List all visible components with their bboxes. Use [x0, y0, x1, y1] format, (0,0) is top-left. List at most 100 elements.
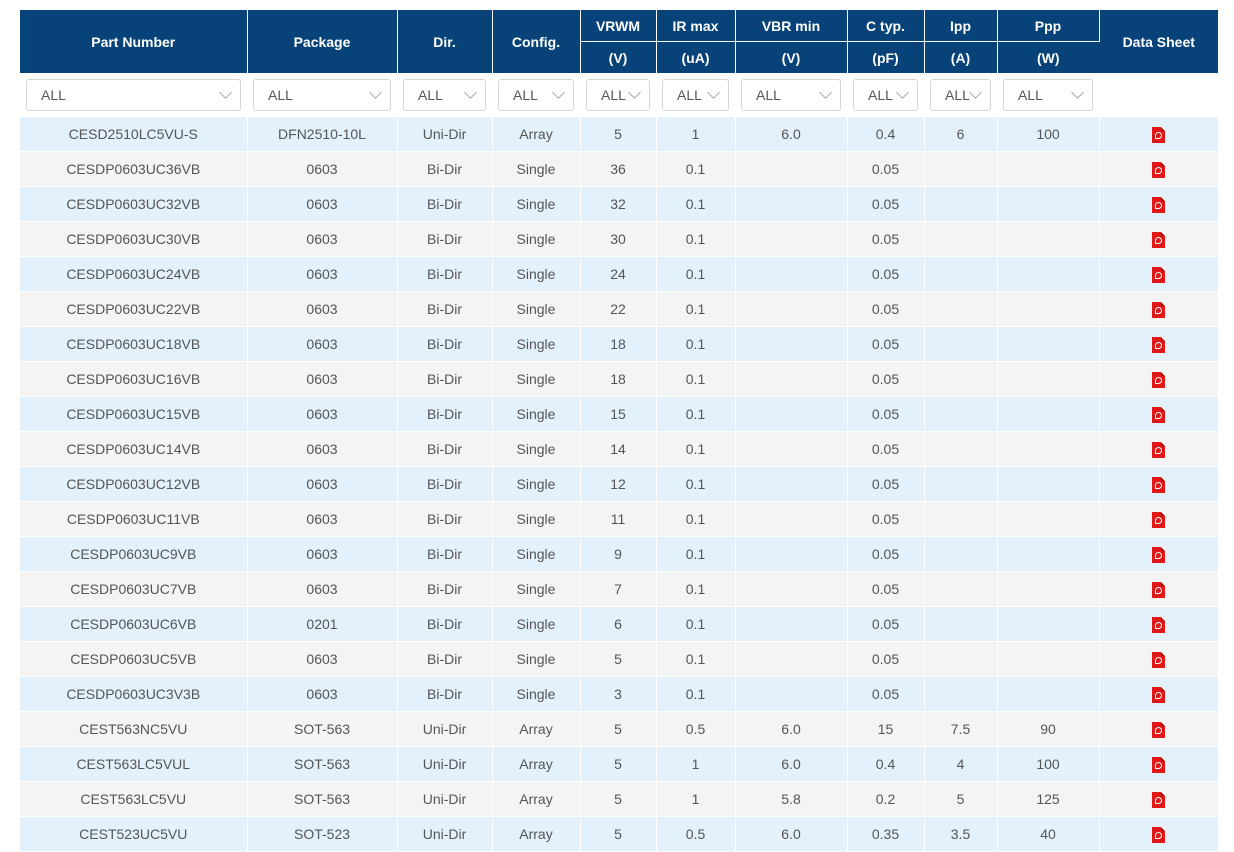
cell-ir-max: 0.1	[656, 291, 736, 327]
cell-part-number[interactable]: CESDP0603UC3V3B	[20, 676, 248, 712]
filter-value: ALL	[41, 87, 66, 103]
header-dir[interactable]: Dir.	[397, 10, 493, 73]
filter-cell-dir: ALL	[397, 73, 492, 117]
cell-part-number[interactable]: CESDP0603UC18VB	[20, 326, 248, 362]
cell-part-number[interactable]: CESDP0603UC30VB	[20, 221, 248, 257]
filter-select-c-typ[interactable]: ALL	[853, 79, 918, 111]
cell-part-number[interactable]: CESDP0603UC9VB	[20, 536, 248, 572]
header-vrwm[interactable]: VRWM	[580, 10, 657, 42]
cell-ipp: 4	[924, 746, 998, 782]
filter-select-package[interactable]: ALL	[253, 79, 391, 111]
cell-dir: Bi-Dir	[397, 536, 493, 572]
pdf-icon[interactable]	[1152, 511, 1165, 528]
cell-part-number[interactable]: CESDP0603UC5VB	[20, 641, 248, 677]
filter-select-vrwm[interactable]: ALL	[586, 79, 650, 111]
cell-dir: Bi-Dir	[397, 396, 493, 432]
filter-cell-package: ALL	[247, 73, 397, 117]
cell-part-number[interactable]: CEST563NC5VU	[20, 711, 248, 747]
pdf-icon[interactable]	[1152, 476, 1165, 493]
header-ir-max[interactable]: IR max	[656, 10, 736, 42]
cell-dir: Bi-Dir	[397, 676, 493, 712]
cell-vrwm: 5	[580, 746, 657, 782]
cell-c-typ: 0.4	[847, 746, 925, 782]
pdf-icon[interactable]	[1152, 686, 1165, 703]
filter-select-ir-max[interactable]: ALL	[662, 79, 729, 111]
pdf-icon[interactable]	[1152, 546, 1165, 563]
cell-part-number[interactable]: CESDP0603UC6VB	[20, 606, 248, 642]
cell-part-number[interactable]: CESD2510LC5VU-S	[20, 117, 248, 152]
cell-part-number[interactable]: CESDP0603UC32VB	[20, 186, 248, 222]
pdf-icon[interactable]	[1152, 126, 1165, 143]
header-ipp[interactable]: Ipp	[924, 10, 998, 42]
cell-part-number[interactable]: CESDP0603UC22VB	[20, 291, 248, 327]
filter-cell-part-number: ALL	[20, 73, 247, 117]
cell-vbr-min: 5.8	[735, 781, 848, 817]
cell-vbr-min	[735, 536, 848, 572]
cell-package: 0603	[247, 256, 398, 292]
pdf-icon[interactable]	[1152, 231, 1165, 248]
cell-ipp	[924, 151, 998, 187]
cell-c-typ: 0.05	[847, 676, 925, 712]
pdf-icon[interactable]	[1152, 581, 1165, 598]
cell-config: Single	[492, 186, 581, 222]
cell-part-number[interactable]: CESDP0603UC7VB	[20, 571, 248, 607]
cell-ppp: 100	[997, 746, 1100, 782]
filter-select-ppp[interactable]: ALL	[1003, 79, 1093, 111]
cell-part-number[interactable]: CESDP0603UC11VB	[20, 501, 248, 537]
cell-part-number[interactable]: CESDP0603UC14VB	[20, 431, 248, 467]
pdf-icon[interactable]	[1152, 441, 1165, 458]
pdf-icon[interactable]	[1152, 336, 1165, 353]
cell-package: 0603	[247, 571, 398, 607]
cell-vrwm: 32	[580, 186, 657, 222]
header-vbr-min[interactable]: VBR min	[735, 10, 848, 42]
pdf-icon[interactable]	[1152, 791, 1165, 808]
cell-package: SOT-563	[247, 711, 398, 747]
pdf-icon[interactable]	[1152, 721, 1165, 738]
cell-ipp	[924, 641, 998, 677]
filter-select-part-number[interactable]: ALL	[26, 79, 241, 111]
pdf-icon[interactable]	[1152, 616, 1165, 633]
header-part-number[interactable]: Part Number	[20, 10, 248, 73]
filter-select-config[interactable]: ALL	[498, 79, 574, 111]
pdf-icon[interactable]	[1152, 196, 1165, 213]
cell-dir: Bi-Dir	[397, 326, 493, 362]
cell-ipp	[924, 326, 998, 362]
header-ppp[interactable]: Ppp	[997, 10, 1100, 42]
cell-package: 0603	[247, 361, 398, 397]
cell-config: Single	[492, 291, 581, 327]
pdf-icon[interactable]	[1152, 161, 1165, 178]
header-c-typ[interactable]: C typ.	[847, 10, 925, 42]
filter-select-ipp[interactable]: ALL	[930, 79, 991, 111]
pdf-icon[interactable]	[1152, 651, 1165, 668]
cell-ir-max: 0.1	[656, 536, 736, 572]
pdf-icon[interactable]	[1152, 756, 1165, 773]
header-config[interactable]: Config.	[492, 10, 581, 73]
cell-package: 0603	[247, 431, 398, 467]
cell-ir-max: 0.1	[656, 641, 736, 677]
pdf-icon[interactable]	[1152, 371, 1165, 388]
cell-config: Array	[492, 117, 581, 152]
cell-part-number[interactable]: CEST523UC5VU	[20, 816, 248, 852]
pdf-icon[interactable]	[1152, 301, 1165, 318]
filter-select-dir[interactable]: ALL	[403, 79, 486, 111]
header-package[interactable]: Package	[247, 10, 398, 73]
pdf-icon[interactable]	[1152, 266, 1165, 283]
cell-data-sheet	[1099, 291, 1219, 327]
cell-c-typ: 0.05	[847, 536, 925, 572]
pdf-icon[interactable]	[1152, 406, 1165, 423]
cell-part-number[interactable]: CESDP0603UC24VB	[20, 256, 248, 292]
cell-c-typ: 0.05	[847, 396, 925, 432]
table-body: CESD2510LC5VU-S DFN2510-10L Uni-Dir Array 5 1…	[20, 117, 1219, 852]
cell-vbr-min	[735, 606, 848, 642]
table-row: CESDP0603UC7VB 0603 Bi-Dir Single 7 0.1 0.05	[20, 571, 1219, 607]
cell-part-number[interactable]: CESDP0603UC12VB	[20, 466, 248, 502]
cell-part-number[interactable]: CESDP0603UC16VB	[20, 361, 248, 397]
cell-vbr-min	[735, 221, 848, 257]
cell-part-number[interactable]: CESDP0603UC15VB	[20, 396, 248, 432]
pdf-icon[interactable]	[1152, 826, 1165, 843]
cell-part-number[interactable]: CEST563LC5VUL	[20, 746, 248, 782]
cell-part-number[interactable]: CEST563LC5VU	[20, 781, 248, 817]
cell-part-number[interactable]: CESDP0603UC36VB	[20, 151, 248, 187]
filter-select-vbr-min[interactable]: ALL	[741, 79, 841, 111]
filter-value: ALL	[418, 87, 443, 103]
